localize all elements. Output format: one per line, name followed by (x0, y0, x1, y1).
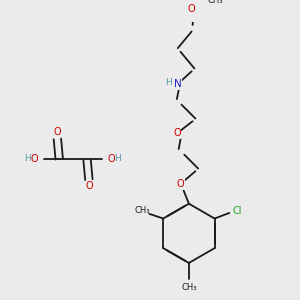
Text: O: O (85, 181, 93, 191)
Text: O: O (177, 179, 184, 189)
Text: N: N (174, 79, 182, 89)
Text: H: H (114, 154, 121, 163)
Text: H: H (24, 154, 31, 163)
Text: O: O (30, 154, 38, 164)
Text: H: H (165, 78, 172, 87)
Text: CH₃: CH₃ (134, 206, 150, 215)
Text: O: O (173, 128, 181, 138)
Text: O: O (54, 128, 61, 137)
Text: CH₃: CH₃ (207, 0, 223, 5)
Text: O: O (188, 4, 196, 14)
Text: CH₃: CH₃ (181, 284, 196, 292)
Text: O: O (107, 154, 115, 164)
Text: Cl: Cl (232, 206, 242, 216)
